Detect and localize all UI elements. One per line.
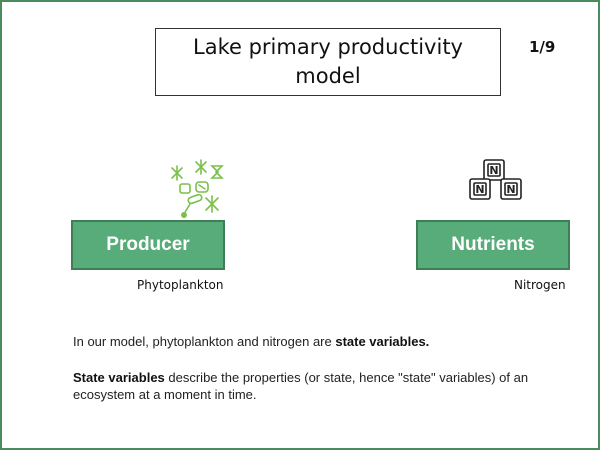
nutrients-box[interactable]: Nutrients xyxy=(416,220,570,270)
nutrients-label: Nutrients xyxy=(451,234,535,255)
nitrogen-letter-1: N xyxy=(489,164,498,177)
phytoplankton-icon xyxy=(171,159,224,218)
intro-text: In our model, phytoplankton and nitrogen… xyxy=(73,334,336,349)
phyto-star-2 xyxy=(195,159,207,175)
producer-caption: Phytoplankton xyxy=(137,278,224,292)
phyto-cell-1 xyxy=(210,165,224,179)
nitrogen-letter-2: N xyxy=(475,183,484,196)
page-indicator: 1/9 xyxy=(529,38,556,56)
slide-title: Lake primary productivity model xyxy=(193,35,463,88)
state-variables-intro: In our model, phytoplankton and nitrogen… xyxy=(73,333,543,350)
producer-label: Producer xyxy=(106,234,190,255)
nutrients-caption: Nitrogen xyxy=(514,278,566,292)
phyto-cell-2 xyxy=(179,181,209,194)
definition-bold: State variables xyxy=(73,370,165,385)
phyto-star-1 xyxy=(171,165,183,181)
intro-bold: state variables. xyxy=(335,334,430,349)
phyto-star-3 xyxy=(205,195,219,213)
nitrogen-letter-3: N xyxy=(506,183,515,196)
producer-box[interactable]: Producer xyxy=(71,220,225,270)
state-variables-definition: State variables describe the properties … xyxy=(73,369,543,403)
definition-text: describe the properties (or state, hence… xyxy=(73,370,529,402)
title-box: Lake primary productivity model xyxy=(155,28,501,96)
nitrogen-icon: N N N xyxy=(469,159,522,200)
